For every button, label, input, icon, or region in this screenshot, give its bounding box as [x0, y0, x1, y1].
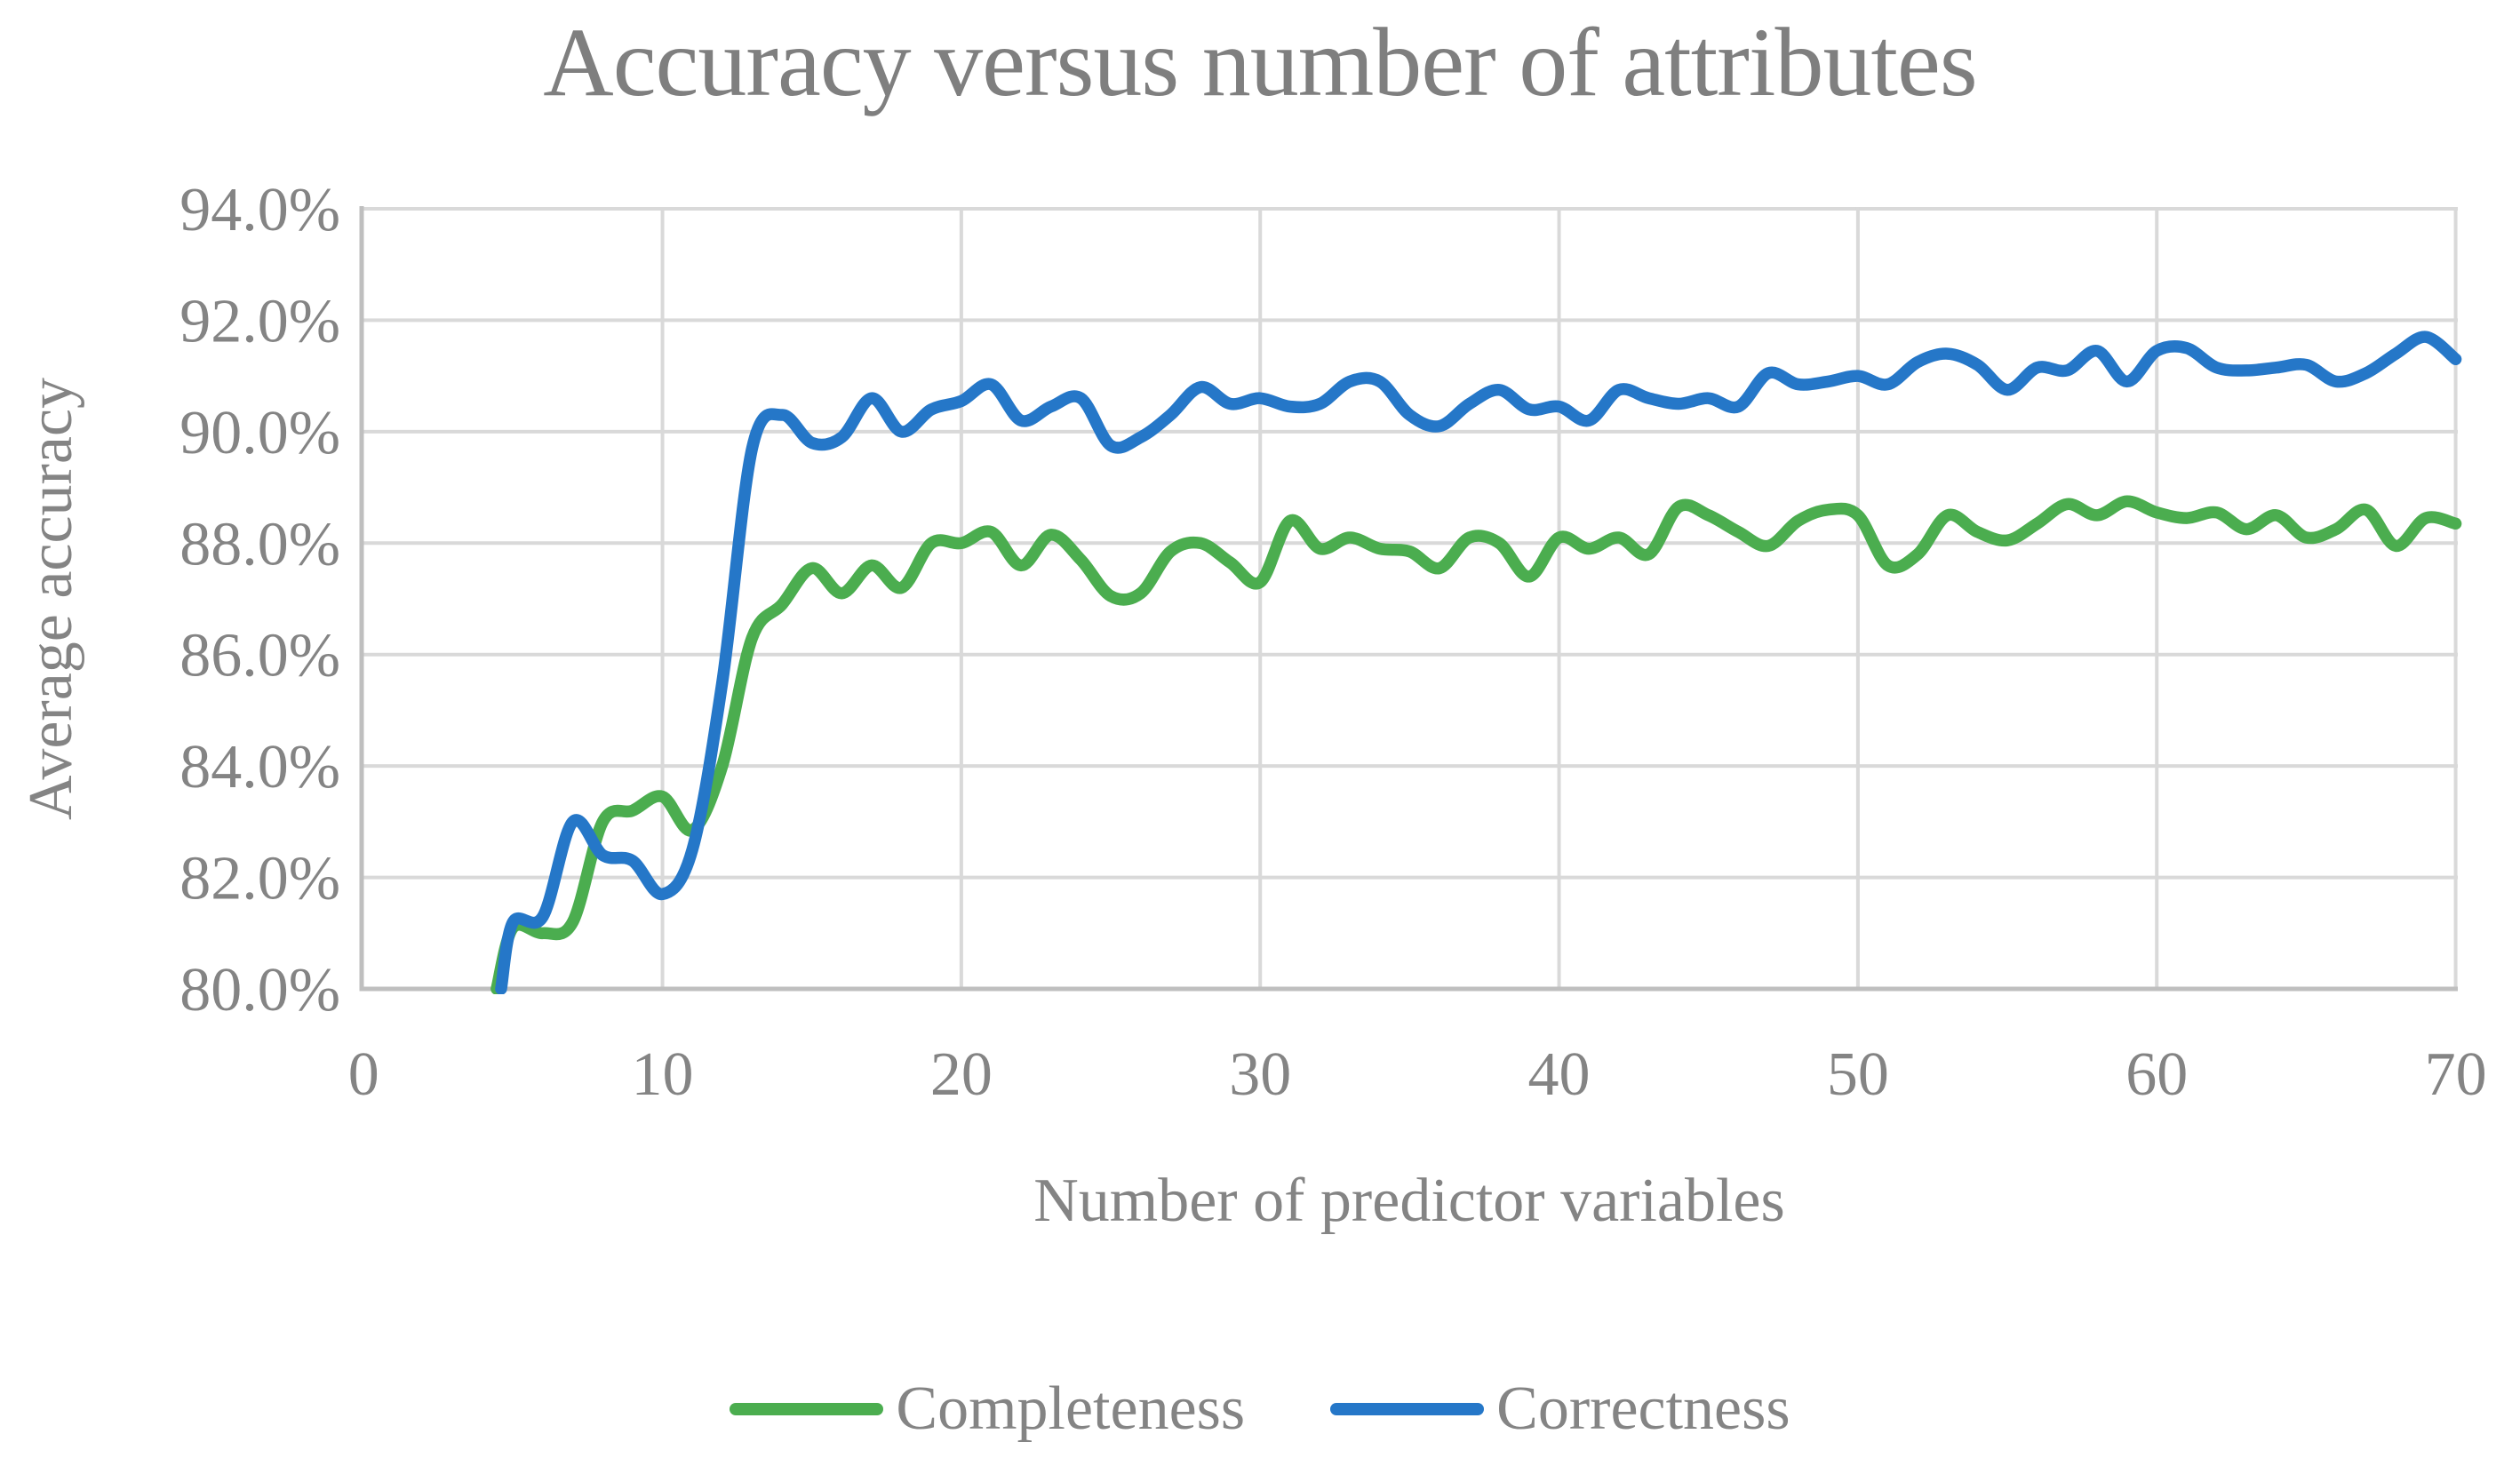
y-tick-label-90.0%: 90.0% [179, 399, 340, 467]
x-tick-label-0: 0 [348, 1040, 379, 1109]
x-tick-label-50: 50 [1827, 1040, 1889, 1109]
x-tick-label-10: 10 [632, 1040, 694, 1109]
y-tick-label-86.0%: 86.0% [179, 622, 340, 690]
x-tick-label-20: 20 [930, 1040, 993, 1109]
legend: Completeness Correctness [0, 1368, 2520, 1450]
legend-entry-correctness: Correctness [1330, 1374, 1790, 1445]
y-tick-label-82.0%: 82.0% [179, 845, 340, 913]
x-tick-label-60: 60 [2125, 1040, 2188, 1109]
y-tick-label-88.0%: 88.0% [179, 510, 340, 578]
y-tick-label-84.0%: 84.0% [179, 733, 340, 801]
legend-swatch-completeness [730, 1403, 884, 1415]
legend-label-completeness: Completeness [896, 1374, 1246, 1443]
y-tick-label-92.0%: 92.0% [179, 287, 340, 355]
x-tick-label-30: 30 [1229, 1040, 1291, 1109]
x-axis-title: Number of predictor variables [1033, 1167, 1785, 1235]
x-tick-label-70: 70 [2425, 1040, 2487, 1109]
legend-swatch-correctness [1330, 1403, 1485, 1415]
legend-entry-completeness: Completeness [730, 1374, 1245, 1445]
correctness-line [495, 331, 2462, 994]
y-tick-label-80.0%: 80.0% [179, 956, 340, 1024]
y-tick-label-94.0%: 94.0% [179, 176, 340, 244]
legend-label-correctness: Correctness [1496, 1374, 1790, 1443]
x-tick-label-40: 40 [1528, 1040, 1591, 1109]
completeness-line [490, 495, 2462, 994]
chart-title: Accuracy versus number of attributes [543, 8, 1977, 116]
